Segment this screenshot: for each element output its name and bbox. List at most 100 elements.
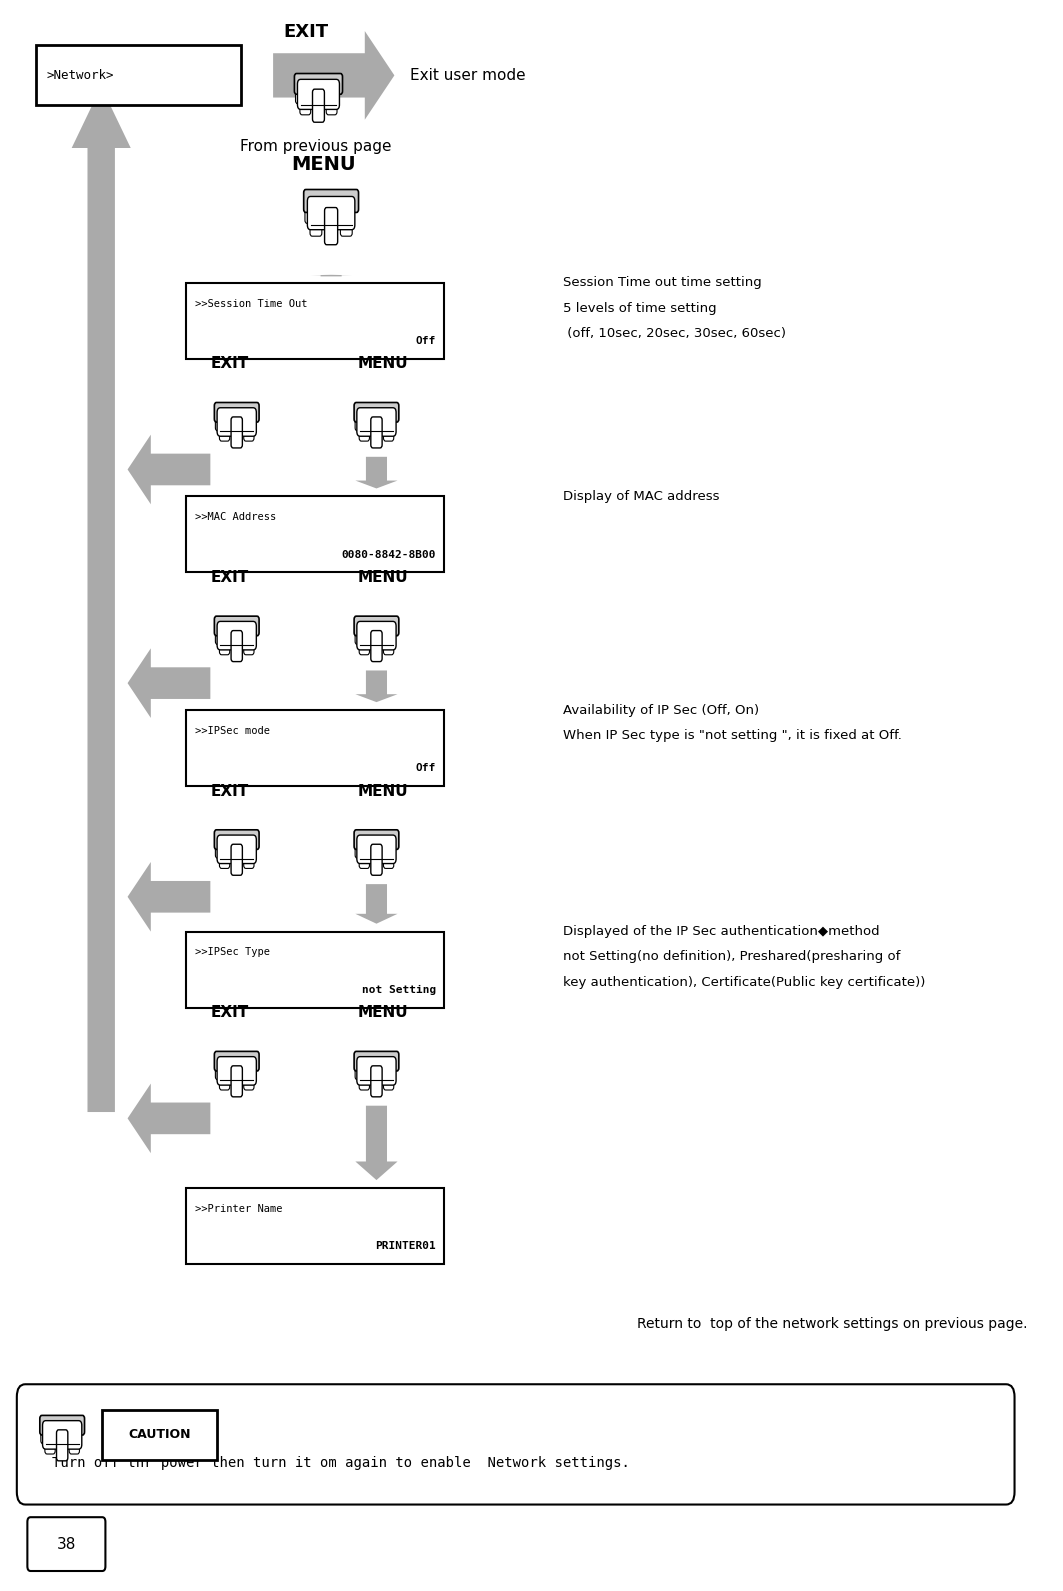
- Polygon shape: [355, 457, 398, 488]
- FancyBboxPatch shape: [359, 633, 370, 655]
- Text: MENU: MENU: [357, 570, 408, 585]
- FancyBboxPatch shape: [186, 496, 444, 573]
- FancyBboxPatch shape: [40, 1424, 51, 1443]
- FancyBboxPatch shape: [354, 1052, 399, 1071]
- Polygon shape: [128, 862, 210, 932]
- FancyBboxPatch shape: [69, 1432, 80, 1454]
- Text: MENU: MENU: [357, 784, 408, 799]
- FancyBboxPatch shape: [219, 1068, 230, 1090]
- FancyBboxPatch shape: [357, 835, 396, 864]
- FancyBboxPatch shape: [355, 838, 365, 858]
- Polygon shape: [355, 885, 398, 924]
- Text: Session Time out time setting: Session Time out time setting: [563, 277, 762, 290]
- FancyBboxPatch shape: [359, 418, 370, 441]
- FancyBboxPatch shape: [357, 622, 396, 649]
- Text: Off: Off: [416, 336, 436, 345]
- FancyBboxPatch shape: [371, 417, 382, 449]
- FancyBboxPatch shape: [45, 1432, 55, 1454]
- Text: EXIT: EXIT: [210, 570, 249, 585]
- FancyBboxPatch shape: [217, 1056, 256, 1085]
- Text: EXIT: EXIT: [210, 356, 249, 371]
- Polygon shape: [128, 648, 210, 718]
- Text: PRINTER01: PRINTER01: [375, 1241, 436, 1251]
- FancyBboxPatch shape: [300, 91, 310, 115]
- FancyBboxPatch shape: [219, 633, 230, 655]
- FancyBboxPatch shape: [324, 207, 338, 245]
- Text: >>MAC Address: >>MAC Address: [195, 512, 275, 522]
- Text: not Setting(no definition), Preshared(presharing of: not Setting(no definition), Preshared(pr…: [563, 950, 900, 964]
- FancyBboxPatch shape: [384, 1068, 393, 1090]
- Text: Off: Off: [416, 764, 436, 773]
- FancyBboxPatch shape: [243, 846, 254, 869]
- Text: Displayed of the IP Sec authentication◆method: Displayed of the IP Sec authentication◆m…: [563, 924, 880, 939]
- Polygon shape: [128, 434, 210, 504]
- Text: Exit user mode: Exit user mode: [410, 68, 526, 83]
- Text: MENU: MENU: [357, 356, 408, 371]
- FancyBboxPatch shape: [219, 418, 230, 441]
- FancyBboxPatch shape: [215, 616, 259, 636]
- Text: >>IPSec Type: >>IPSec Type: [195, 947, 270, 958]
- FancyBboxPatch shape: [371, 845, 382, 875]
- Text: EXIT: EXIT: [210, 1006, 249, 1020]
- FancyBboxPatch shape: [326, 91, 337, 115]
- FancyBboxPatch shape: [56, 1430, 68, 1461]
- FancyBboxPatch shape: [36, 45, 241, 105]
- FancyBboxPatch shape: [215, 403, 259, 422]
- FancyBboxPatch shape: [231, 630, 242, 662]
- Text: Turn off thr power then turn it om again to enable  Network settings.: Turn off thr power then turn it om again…: [52, 1456, 629, 1470]
- FancyBboxPatch shape: [307, 196, 355, 229]
- Text: EXIT: EXIT: [284, 22, 328, 40]
- FancyBboxPatch shape: [217, 835, 256, 864]
- FancyBboxPatch shape: [355, 625, 365, 644]
- FancyBboxPatch shape: [217, 407, 256, 436]
- FancyBboxPatch shape: [296, 83, 306, 103]
- FancyBboxPatch shape: [294, 73, 342, 94]
- Text: Availability of IP Sec (Off, On): Availability of IP Sec (Off, On): [563, 703, 759, 716]
- FancyBboxPatch shape: [355, 1060, 365, 1080]
- FancyBboxPatch shape: [43, 1421, 82, 1449]
- FancyBboxPatch shape: [371, 630, 382, 662]
- FancyBboxPatch shape: [186, 283, 444, 358]
- FancyBboxPatch shape: [384, 846, 393, 869]
- FancyBboxPatch shape: [102, 1410, 217, 1461]
- FancyBboxPatch shape: [28, 1518, 105, 1570]
- Text: From previous page: From previous page: [239, 138, 391, 154]
- FancyBboxPatch shape: [215, 1052, 259, 1071]
- FancyBboxPatch shape: [357, 407, 396, 436]
- FancyBboxPatch shape: [216, 625, 225, 644]
- Text: >>Printer Name: >>Printer Name: [195, 1204, 282, 1214]
- Text: key authentication), Certificate(Public key certificate)): key authentication), Certificate(Public …: [563, 975, 926, 988]
- FancyBboxPatch shape: [313, 89, 324, 123]
- FancyBboxPatch shape: [359, 1068, 370, 1090]
- FancyBboxPatch shape: [243, 418, 254, 441]
- Text: 38: 38: [56, 1537, 77, 1551]
- FancyBboxPatch shape: [186, 932, 444, 1007]
- FancyBboxPatch shape: [217, 622, 256, 649]
- Polygon shape: [355, 670, 398, 702]
- Polygon shape: [71, 86, 131, 1112]
- FancyBboxPatch shape: [354, 403, 399, 422]
- Text: Return to  top of the network settings on previous page.: Return to top of the network settings on…: [637, 1317, 1027, 1332]
- FancyBboxPatch shape: [215, 831, 259, 850]
- FancyBboxPatch shape: [354, 616, 399, 636]
- FancyBboxPatch shape: [219, 846, 230, 869]
- Text: >>Session Time Out: >>Session Time Out: [195, 299, 307, 309]
- FancyBboxPatch shape: [384, 418, 393, 441]
- FancyBboxPatch shape: [298, 80, 339, 110]
- Text: not Setting: not Setting: [361, 985, 436, 994]
- Text: CAUTION: CAUTION: [129, 1429, 191, 1441]
- FancyBboxPatch shape: [17, 1384, 1014, 1505]
- FancyBboxPatch shape: [231, 1066, 242, 1096]
- Text: Display of MAC address: Display of MAC address: [563, 490, 720, 503]
- FancyBboxPatch shape: [231, 417, 242, 449]
- FancyBboxPatch shape: [216, 1060, 225, 1080]
- Text: >Network>: >Network>: [47, 68, 114, 81]
- FancyBboxPatch shape: [384, 633, 393, 655]
- FancyBboxPatch shape: [216, 410, 225, 431]
- Text: 5 levels of time setting: 5 levels of time setting: [563, 302, 716, 315]
- FancyBboxPatch shape: [39, 1416, 85, 1435]
- FancyBboxPatch shape: [371, 1066, 382, 1096]
- Text: When IP Sec type is "not setting ", it is fixed at Off.: When IP Sec type is "not setting ", it i…: [563, 729, 902, 741]
- Text: 0080-8842-8B00: 0080-8842-8B00: [341, 549, 436, 560]
- FancyBboxPatch shape: [340, 210, 352, 235]
